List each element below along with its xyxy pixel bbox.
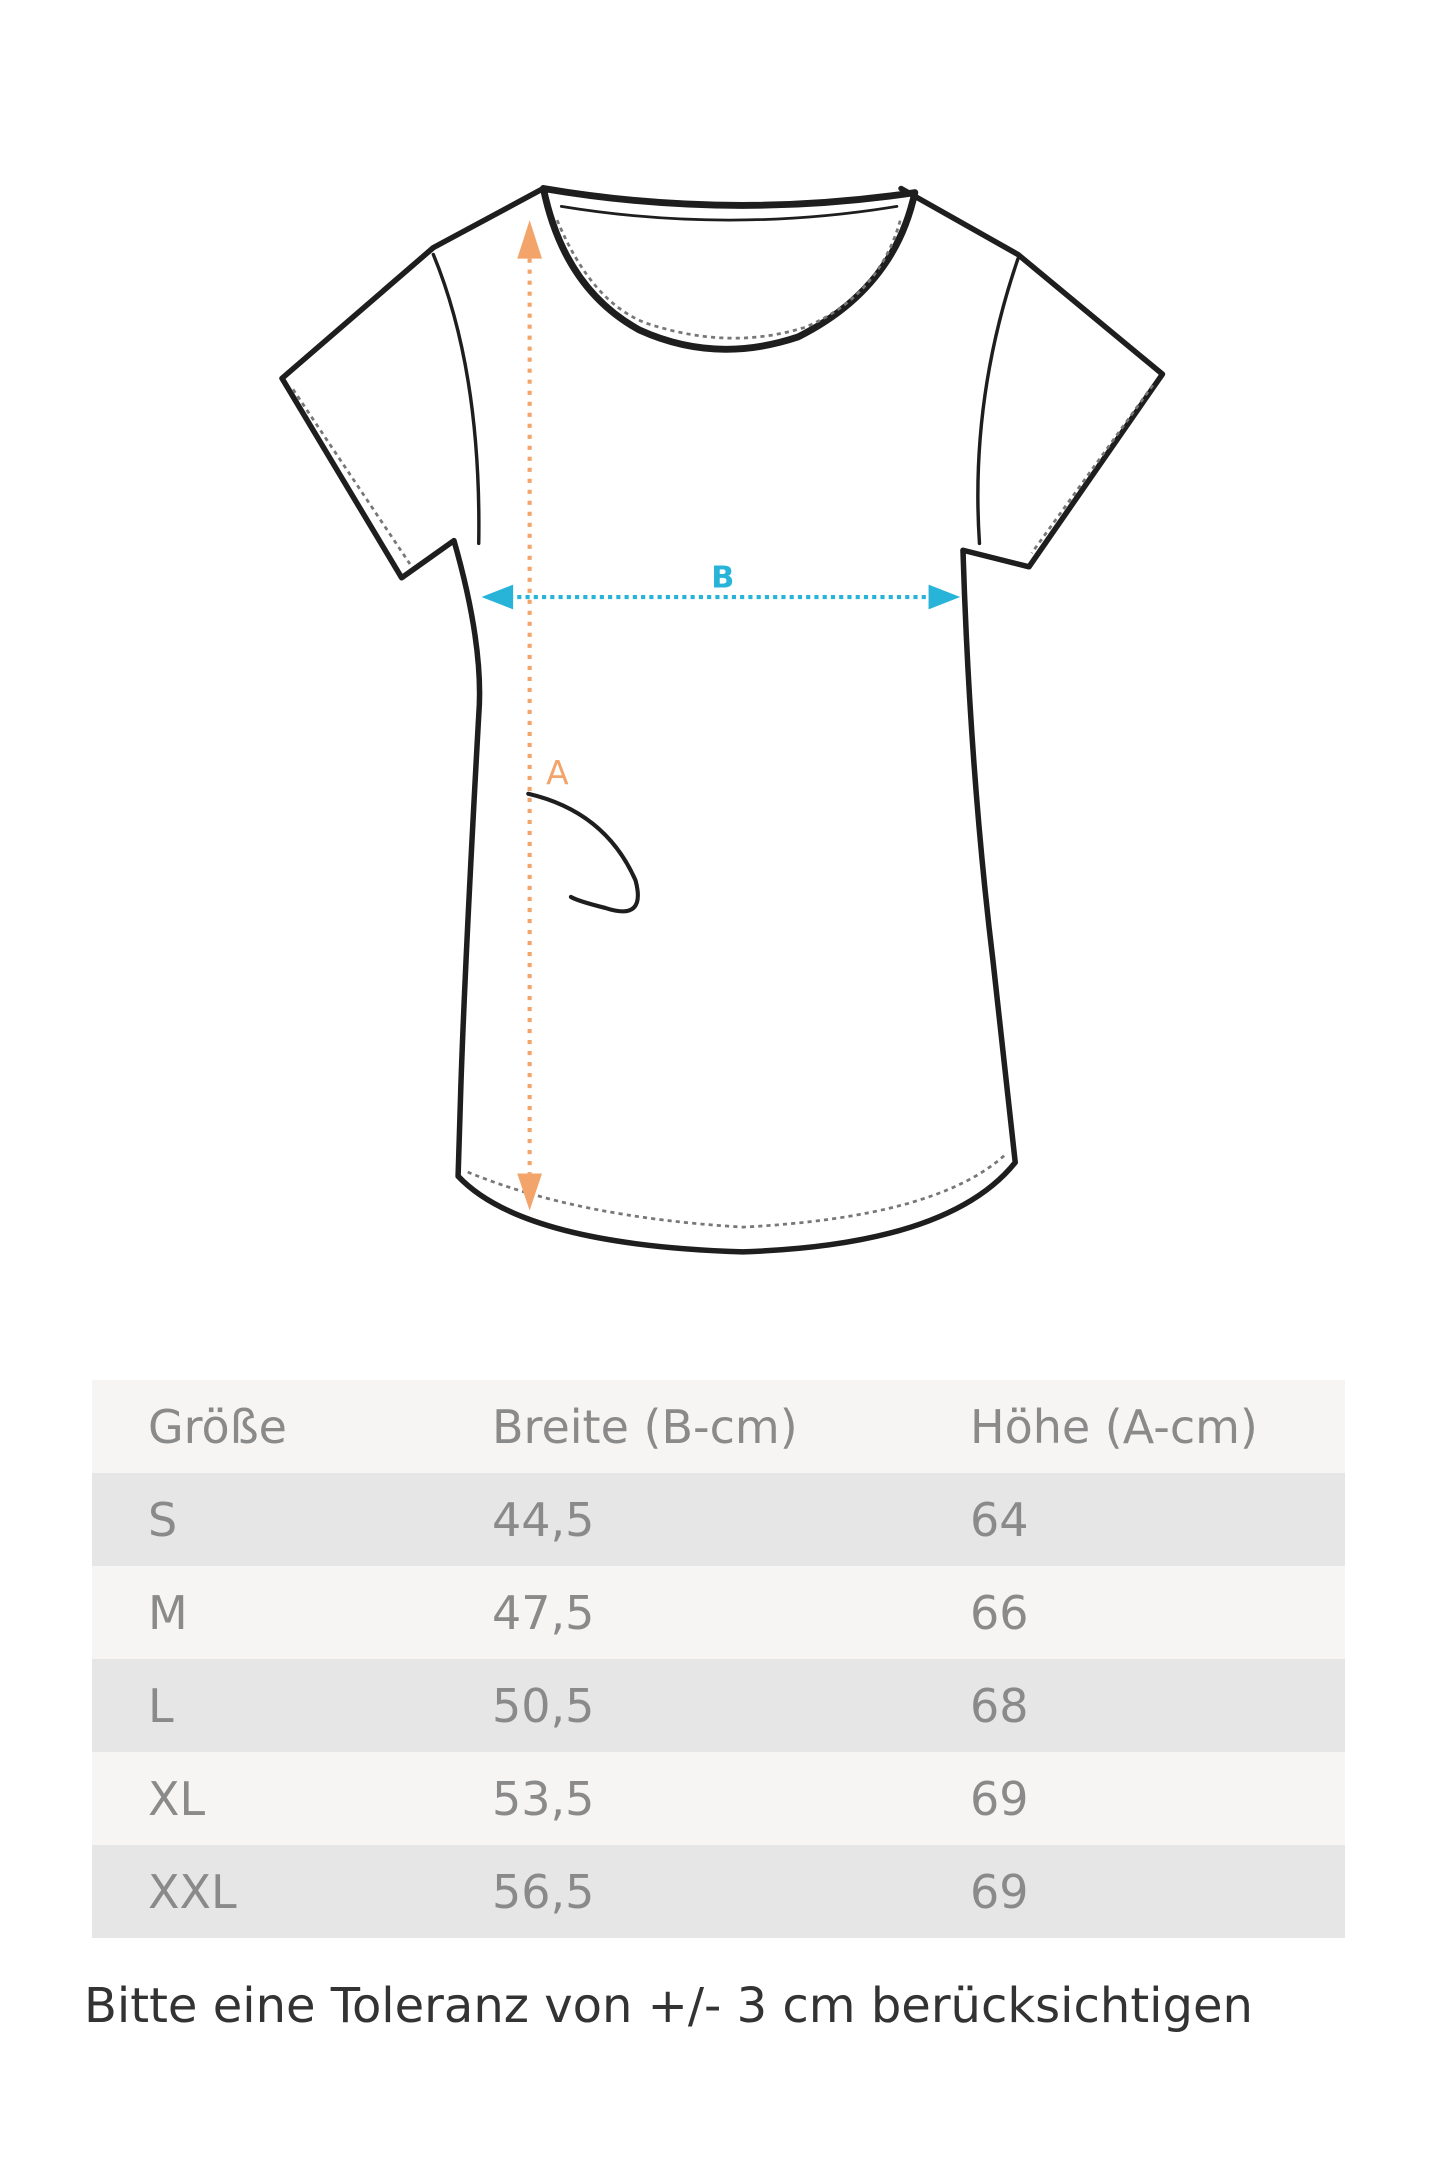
cell-size: M [148, 1585, 188, 1640]
table-row: S 44,5 64 [92, 1473, 1345, 1566]
cell-height: 64 [970, 1492, 1029, 1547]
table-row: L 50,5 68 [92, 1659, 1345, 1752]
cell-size: L [148, 1678, 174, 1733]
cell-height: 69 [970, 1864, 1029, 1919]
label-b: B [711, 560, 734, 595]
cell-width: 47,5 [492, 1585, 595, 1640]
table-row: XL 53,5 69 [92, 1752, 1345, 1845]
tshirt-outline [279, 185, 1166, 1255]
table-row: XXL 56,5 69 [92, 1845, 1345, 1938]
stitching [291, 217, 1154, 1229]
cell-height: 68 [970, 1678, 1029, 1733]
cell-height: 66 [970, 1585, 1029, 1640]
measure-b: B [481, 560, 961, 610]
label-a: A [546, 753, 569, 792]
cell-width: 44,5 [492, 1492, 595, 1547]
cell-size: XXL [148, 1864, 237, 1919]
arrow-left-icon [481, 584, 514, 610]
size-table: Größe Breite (B-cm) Höhe (A-cm) S 44,5 6… [92, 1380, 1345, 1938]
cell-width: 53,5 [492, 1771, 595, 1826]
cell-width: 50,5 [492, 1678, 595, 1733]
table-row: M 47,5 66 [92, 1566, 1345, 1659]
arrow-up-icon [517, 220, 543, 259]
measure-a: A [517, 220, 569, 1211]
header-width: Breite (B-cm) [492, 1399, 798, 1454]
tolerance-note: Bitte eine Toleranz von +/- 3 cm berücks… [84, 1978, 1253, 2034]
header-height: Höhe (A-cm) [970, 1399, 1258, 1454]
cell-width: 56,5 [492, 1864, 595, 1919]
header-size: Größe [148, 1399, 287, 1454]
cell-size: S [148, 1492, 178, 1547]
cell-height: 69 [970, 1771, 1029, 1826]
cell-size: XL [148, 1771, 206, 1826]
arrow-right-icon [928, 584, 961, 610]
arrow-down-icon [517, 1173, 543, 1211]
tshirt-diagram: A B [279, 185, 1166, 1255]
table-header-row: Größe Breite (B-cm) Höhe (A-cm) [92, 1380, 1345, 1473]
